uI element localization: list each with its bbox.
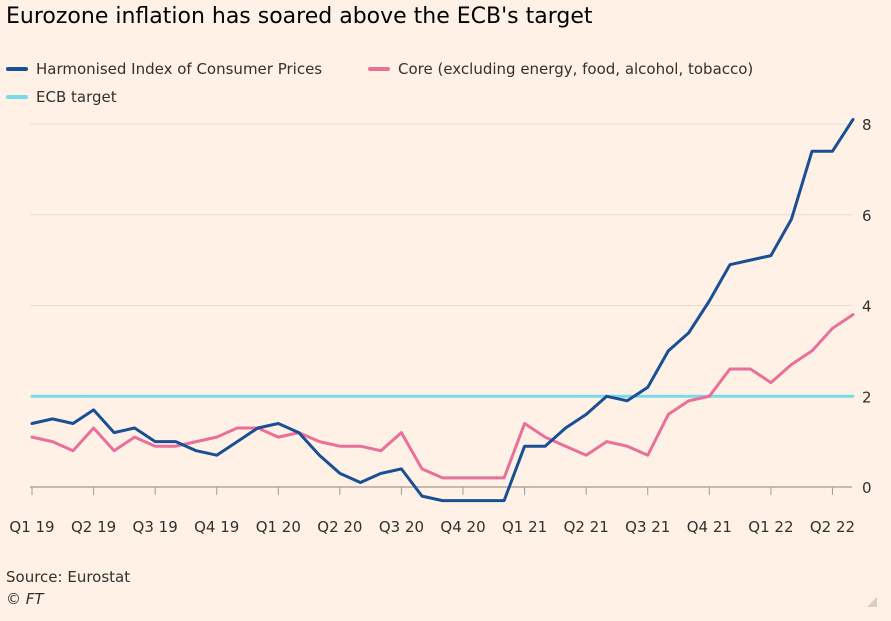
legend-label-core: Core (excluding energy, food, alcohol, t… [398,60,754,78]
x-tick-label: Q1 20 [256,518,301,536]
y-tick-label: 0 [862,479,872,497]
legend-swatch-hicp [6,67,28,71]
legend-label-ecb-target: ECB target [36,88,117,106]
legend-item-hicp: Harmonised Index of Consumer Prices [6,60,322,78]
y-tick-label: 8 [862,116,872,134]
x-tick-label: Q4 20 [440,518,485,536]
x-tick-label: Q1 19 [9,518,54,536]
chart-title: Eurozone inflation has soared above the … [6,4,593,29]
line-series-core [30,313,855,480]
legend-item-ecb-target: ECB target [6,88,117,106]
x-tick-label: Q4 21 [687,518,732,536]
x-tick-label: Q3 19 [133,518,178,536]
x-tick-label: Q2 20 [317,518,362,536]
legend-label-hicp: Harmonised Index of Consumer Prices [36,60,323,78]
y-tick-label: 2 [862,388,872,406]
y-tick-label: 6 [862,207,872,225]
x-tick-label: Q2 19 [71,518,116,536]
resize-handle-icon [867,597,877,607]
legend-swatch-ecb-target [6,95,28,99]
x-tick-label: Q3 20 [379,518,424,536]
copyright-note: © FT [6,590,44,608]
legend: Harmonised Index of Consumer Prices Core… [6,60,886,112]
x-tick-label: Q2 22 [810,518,855,536]
y-tick-label: 4 [862,298,872,316]
x-tick-label: Q1 22 [748,518,793,536]
x-tick-label: Q4 19 [194,518,239,536]
legend-swatch-core [368,67,390,71]
line-series-hicp [30,118,855,503]
source-note: Source: Eurostat [6,568,131,586]
x-tick-label: Q2 21 [564,518,609,536]
x-tick-label: Q1 21 [502,518,547,536]
x-tick-label: Q3 21 [625,518,670,536]
legend-item-core: Core (excluding energy, food, alcohol, t… [368,60,753,78]
